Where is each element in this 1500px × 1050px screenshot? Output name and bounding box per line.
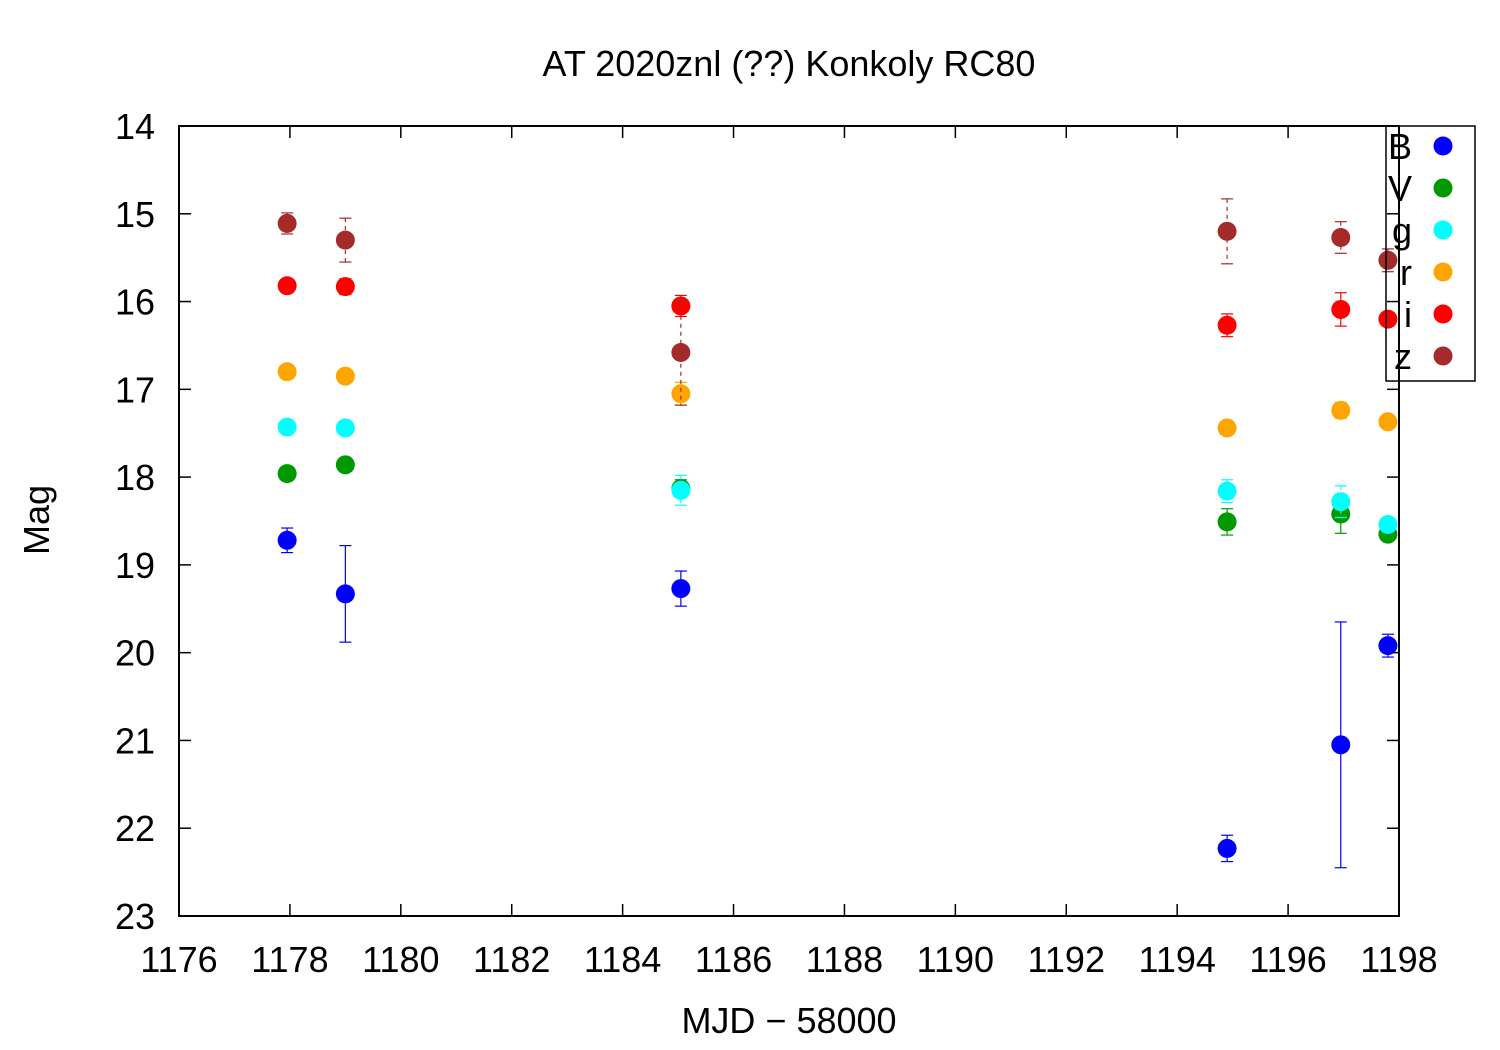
x-tick-label: 1196 [1249, 939, 1326, 980]
y-axis-label: Mag [16, 485, 57, 555]
legend-label: g [1392, 210, 1412, 251]
data-points [277, 198, 1398, 869]
y-tick-label: 18 [115, 457, 155, 498]
data-point-z [1331, 227, 1351, 247]
x-tick-label: 1186 [695, 939, 772, 980]
x-tick-label: 1198 [1360, 939, 1437, 980]
legend-marker-i [1433, 304, 1453, 324]
y-tick-label: 22 [115, 808, 155, 849]
legend-marker-g [1433, 220, 1453, 240]
y-tick-label: 19 [115, 545, 155, 586]
x-tick-label: 1178 [251, 939, 328, 980]
data-point-B [335, 584, 355, 604]
data-point-V [335, 455, 355, 475]
plot-frame [178, 125, 1400, 917]
data-point-i [277, 276, 297, 296]
data-point-B [1217, 838, 1237, 858]
series-B [277, 527, 1398, 869]
data-point-i [1378, 309, 1398, 329]
x-tick-label: 1176 [140, 939, 217, 980]
legend-label: i [1404, 294, 1412, 335]
data-point-B [277, 530, 297, 550]
data-point-V [277, 464, 297, 484]
data-point-i [1217, 315, 1237, 335]
data-point-z [277, 213, 297, 233]
legend-marker-V [1433, 178, 1453, 198]
data-point-i [335, 277, 355, 297]
data-point-B [1378, 636, 1398, 656]
y-tick-label: 20 [115, 633, 155, 674]
data-point-g [335, 418, 355, 438]
legend-label: r [1400, 252, 1412, 293]
legend-marker-z [1433, 346, 1453, 366]
data-point-g [671, 480, 691, 500]
legend-box [1385, 125, 1476, 382]
y-tick-label: 21 [115, 720, 155, 761]
x-tick-label: 1192 [1028, 939, 1105, 980]
data-point-r [671, 384, 691, 404]
x-tick-label: 1194 [1138, 939, 1215, 980]
y-tick-label: 16 [115, 282, 155, 323]
data-point-z [1378, 250, 1398, 270]
data-point-r [1378, 412, 1398, 432]
axis-ticks: 1176 1178 1180 1182 1184 1186 1188 1190 1192 1194… [115, 106, 1438, 980]
data-point-r [277, 362, 297, 382]
series-r [277, 362, 1398, 438]
legend-marker-r [1433, 262, 1453, 282]
data-point-z [1217, 221, 1237, 241]
data-point-r [1331, 400, 1351, 420]
data-point-g [277, 417, 297, 437]
legend-label: z [1394, 336, 1412, 377]
x-tick-label: 1180 [362, 939, 439, 980]
x-tick-label: 1182 [473, 939, 550, 980]
data-point-i [671, 296, 691, 316]
data-point-i [1331, 299, 1351, 319]
data-point-z [671, 342, 691, 362]
data-point-B [1331, 735, 1351, 755]
chart-title: AT 2020znl (??) Konkoly RC80 [543, 43, 1036, 84]
x-axis-label: MJD − 58000 [681, 1000, 896, 1041]
series-g [277, 417, 1398, 535]
data-point-r [1217, 418, 1237, 438]
x-tick-label: 1190 [917, 939, 994, 980]
y-tick-label: 17 [115, 369, 155, 410]
series-i [277, 276, 1398, 338]
legend-marker-B [1433, 136, 1453, 156]
data-point-z [335, 230, 355, 250]
data-point-g [1217, 481, 1237, 501]
legend-label: B [1388, 126, 1412, 167]
data-point-r [335, 366, 355, 386]
x-tick-label: 1184 [584, 939, 661, 980]
y-tick-label: 23 [115, 896, 155, 937]
data-point-g [1331, 492, 1351, 512]
legend-label: V [1388, 168, 1412, 209]
y-tick-label: 14 [115, 106, 155, 147]
data-point-g [1378, 515, 1398, 535]
data-point-B [671, 579, 691, 599]
series-z [277, 198, 1398, 406]
x-tick-label: 1188 [806, 939, 883, 980]
y-tick-label: 15 [115, 194, 155, 235]
data-point-V [1217, 512, 1237, 532]
